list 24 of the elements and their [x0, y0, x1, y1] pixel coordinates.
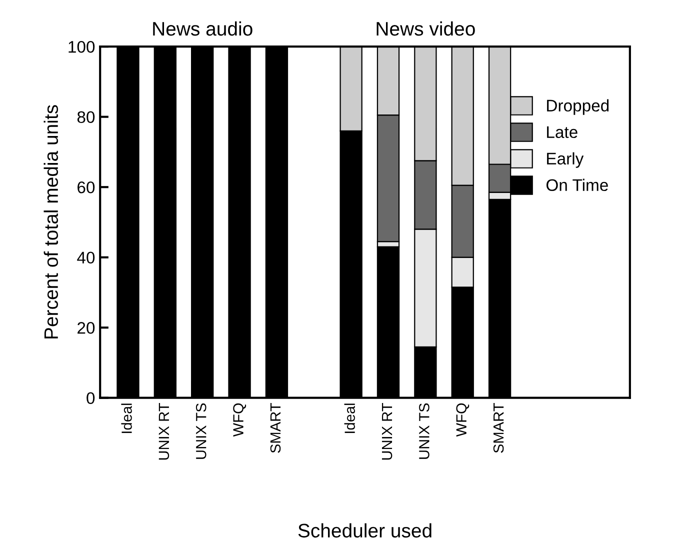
legend-label: Early — [547, 152, 584, 168]
x-tick-label: SMART — [493, 403, 504, 453]
x-tick-label: UNIX RT — [158, 403, 170, 460]
x-tick-label: Ideal — [121, 404, 132, 433]
y-tick-label: 40 — [77, 252, 95, 264]
x-axis-title: Scheduler used — [298, 523, 432, 538]
x-tick-label: UNIX RT — [382, 403, 392, 460]
y-axis-title: Percent of total media units — [44, 105, 58, 338]
text: News video — [376, 21, 475, 36]
y-tick-label: 80 — [77, 111, 95, 124]
legend-label: On Time — [546, 178, 608, 192]
x-tick-label: SMART — [270, 403, 281, 453]
text: News audio — [153, 21, 252, 36]
legend-label: Late — [547, 126, 578, 138]
x-tick-label: WFQ — [233, 403, 246, 437]
legend-label: Dropped — [547, 99, 609, 115]
y-tick-label: 0 — [86, 392, 95, 404]
x-tick-label: WFQ — [456, 403, 470, 437]
x-tick-label: Ideal — [344, 404, 355, 433]
y-tick-label: 60 — [78, 181, 95, 194]
y-tick-label: 20 — [78, 322, 95, 334]
x-tick-label: UNIX TS — [196, 403, 206, 459]
y-tick-label: 100 — [68, 40, 95, 53]
x-tick-label: UNIX TS — [419, 403, 430, 459]
